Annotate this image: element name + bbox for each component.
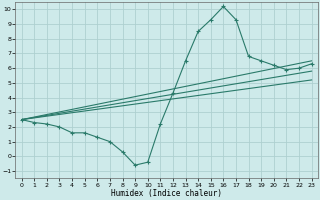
X-axis label: Humidex (Indice chaleur): Humidex (Indice chaleur)	[111, 189, 222, 198]
